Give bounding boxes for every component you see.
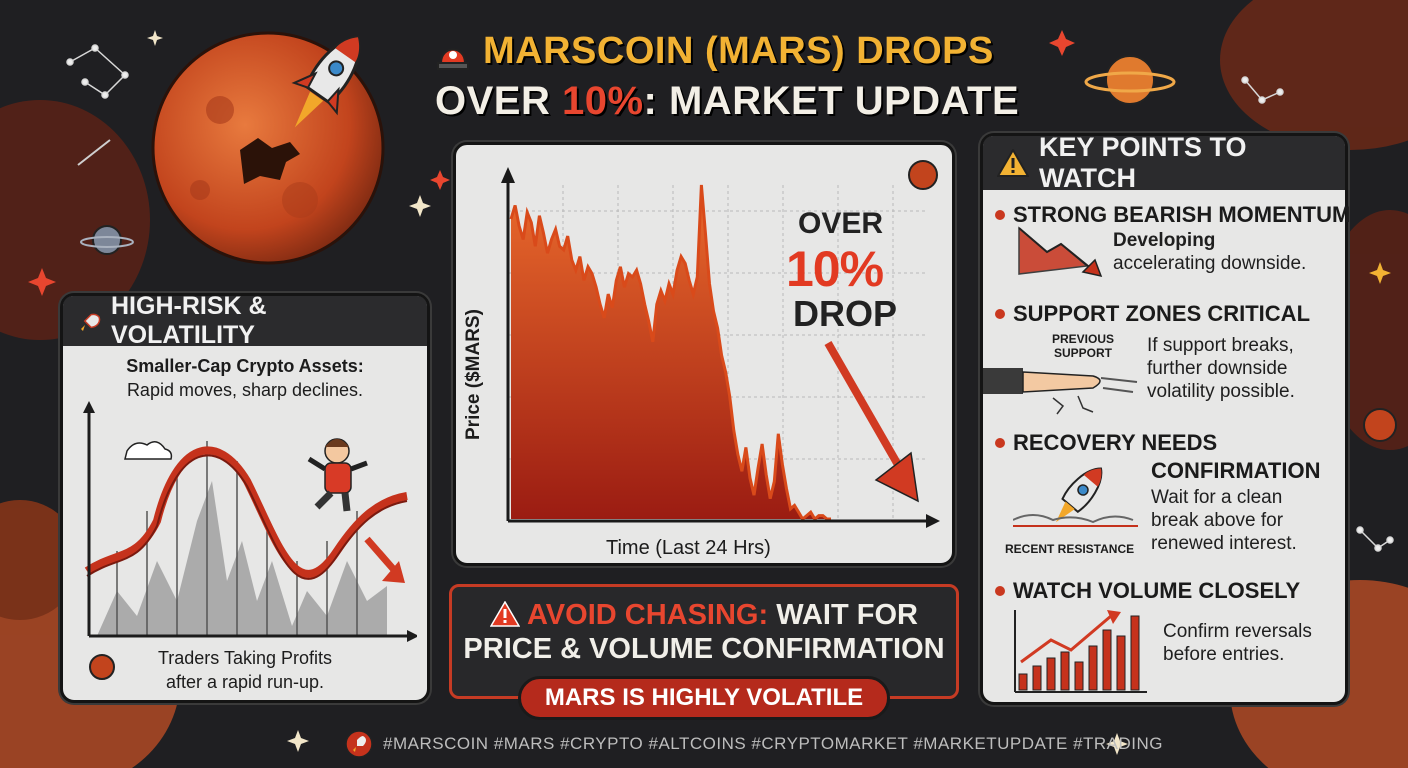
key-point-3-text1: Wait for a clean bbox=[1151, 487, 1283, 508]
stars bbox=[28, 30, 1075, 296]
x-axis-arrow bbox=[926, 514, 940, 528]
key-points-panel: KEY POINTS TO WATCH STRONG BEARISH MOMEN… bbox=[980, 132, 1350, 705]
small-planet-illustration bbox=[80, 225, 1397, 442]
left-subtitle: Rapid moves, sharp declines. bbox=[126, 380, 364, 400]
bullet-dot bbox=[995, 586, 1005, 596]
drop-arrow bbox=[824, 341, 905, 472]
price-area bbox=[511, 185, 831, 519]
key-point-3-title: RECOVERY NEEDS bbox=[995, 430, 1217, 456]
rocket-badge-icon bbox=[345, 730, 373, 758]
key-point-1-text: accelerating downside. bbox=[1113, 253, 1307, 274]
chart-y-label: Price ($MARS) bbox=[463, 309, 484, 440]
high-risk-panel: HIGH-RISK & VOLATILITY Smaller-Cap Crypt… bbox=[60, 292, 430, 703]
warning-icon bbox=[996, 147, 1030, 177]
saturn-illustration bbox=[1084, 55, 1176, 105]
bullet-dot bbox=[995, 438, 1005, 448]
bullet-dot bbox=[995, 210, 1005, 220]
constellation bbox=[66, 44, 1394, 552]
alarm-siren-icon bbox=[435, 33, 471, 71]
title-line1-text: MARSCOIN (MARS) DROPS bbox=[483, 30, 994, 72]
price-chart-panel: Price ($MARS) Time (Last 24 Hrs) OVER 10… bbox=[453, 142, 955, 566]
drop-arrow-head bbox=[874, 451, 919, 503]
rocket-icon bbox=[77, 309, 101, 333]
key-point-4-title: WATCH VOLUME CLOSELY bbox=[995, 578, 1300, 604]
recovery-rocket-illustration bbox=[1013, 467, 1138, 527]
warning-line1: AVOID CHASING: WAIT FOR bbox=[452, 599, 956, 632]
chart-x-label: Time (Last 24 Hrs) bbox=[606, 537, 771, 559]
rocket-illustration bbox=[291, 35, 361, 128]
y-axis-arrow bbox=[501, 167, 515, 183]
left-footer-line2: after a rapid run-up. bbox=[165, 672, 325, 692]
key-point-1-title: STRONG BEARISH MOMENTUM bbox=[995, 202, 1350, 228]
left-subtitle-bold: Smaller-Cap Crypto Assets: bbox=[126, 356, 364, 376]
callout-over: OVER bbox=[798, 207, 884, 240]
title-line2: OVER 10%: MARKET UPDATE bbox=[435, 79, 1020, 123]
key-points-heading: KEY POINTS TO WATCH bbox=[983, 132, 1345, 193]
price-line bbox=[509, 184, 831, 522]
high-risk-heading: HIGH-RISK & VOLATILITY bbox=[63, 292, 427, 349]
key-point-2-title: SUPPORT ZONES CRITICAL bbox=[995, 301, 1310, 327]
rollercoaster-illustration bbox=[83, 401, 417, 642]
warning-line2: PRICE & VOLUME CONFIRMATION bbox=[463, 633, 945, 665]
key-point-2-text1: If support breaks, bbox=[1147, 335, 1294, 356]
key-point-3-text3: renewed interest. bbox=[1151, 533, 1297, 554]
key-point-4-text1: Confirm reversals bbox=[1163, 621, 1312, 642]
downtrend-arrow-icon bbox=[1018, 226, 1103, 278]
falling-person-illustration bbox=[307, 438, 368, 512]
key-point-4-text2: before entries. bbox=[1163, 644, 1285, 665]
previous-support-label: PREVIOUS SUPPORT bbox=[1051, 332, 1114, 360]
cracking-support-hand-illustration bbox=[983, 368, 1138, 415]
main-title: MARSCOIN (MARS) DROPS OVER 10%: MARKET U… bbox=[435, 30, 1035, 124]
key-point-3-title2: CONFIRMATION bbox=[1151, 458, 1321, 483]
callout-percent: 10% bbox=[786, 241, 884, 297]
key-point-3-text2: break above for bbox=[1151, 510, 1284, 531]
callout-drop: DROP bbox=[793, 293, 898, 334]
mini-mars-icon bbox=[89, 654, 115, 680]
key-point-2-text3: volatility possible. bbox=[1147, 381, 1295, 402]
hashtags: #MARSCOIN #MARS #CRYPTO #ALTCOINS #CRYPT… bbox=[383, 734, 1164, 753]
hashtag-bar: #MARSCOIN #MARS #CRYPTO #ALTCOINS #CRYPT… bbox=[345, 728, 1163, 760]
left-footer-line1: Traders Taking Profits bbox=[157, 648, 333, 668]
volume-bars-illustration bbox=[1014, 610, 1147, 693]
mini-mars-icon bbox=[908, 160, 938, 190]
bullet-dot bbox=[995, 309, 1005, 319]
price-chart bbox=[501, 160, 940, 528]
warning-icon bbox=[489, 600, 521, 627]
key-point-2-text2: further downside bbox=[1147, 358, 1288, 379]
highly-volatile-badge: MARS IS HIGHLY VOLATILE bbox=[518, 676, 890, 720]
key-point-1-text-bold: Developing bbox=[1113, 230, 1216, 251]
recent-resistance-label: RECENT RESISTANCE bbox=[1005, 542, 1135, 556]
